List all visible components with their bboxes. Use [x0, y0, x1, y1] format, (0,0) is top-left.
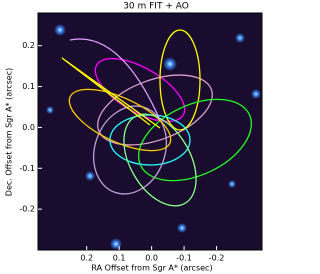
x-tick-label: -0.1	[176, 254, 192, 263]
star	[110, 238, 122, 250]
y-tick-label: -0.1	[19, 164, 35, 173]
y-tick-label: -0.2	[19, 205, 35, 214]
star	[177, 223, 187, 233]
y-axis-label: Dec. Offset from Sgr A* (arcsec)	[5, 68, 14, 196]
orbit	[159, 29, 201, 131]
image-background	[38, 13, 262, 250]
star	[251, 89, 261, 99]
orbit	[61, 57, 161, 129]
x-tick-label: 0.1	[113, 254, 126, 263]
orbit	[137, 98, 253, 182]
x-tick-label: -0.2	[209, 254, 225, 263]
x-tick-label: 0.2	[80, 254, 93, 263]
chart: 30 m FIT + AO RA Offset from Sgr A* (arc…	[5, 2, 263, 273]
y-tick-label: 0.1	[22, 82, 35, 91]
orbit	[123, 113, 197, 207]
star	[85, 171, 95, 181]
chart-title: 30 m FIT + AO	[123, 2, 189, 12]
image	[46, 24, 261, 250]
star	[228, 180, 236, 188]
star	[46, 106, 54, 114]
orbit	[93, 105, 167, 195]
y-tick-label: 0.2	[22, 41, 35, 50]
star	[235, 33, 245, 43]
x-tick-label: 0.0	[145, 254, 158, 263]
orbits	[61, 29, 253, 207]
star	[54, 24, 66, 36]
plot-frame	[37, 12, 263, 251]
orbit	[69, 38, 161, 121]
orbit	[68, 88, 172, 152]
star	[163, 57, 177, 71]
y-tick-label: 0.0	[22, 123, 35, 132]
x-axis-label: RA Offset from Sgr A* (arcsec)	[91, 264, 212, 273]
orbit	[97, 74, 213, 146]
